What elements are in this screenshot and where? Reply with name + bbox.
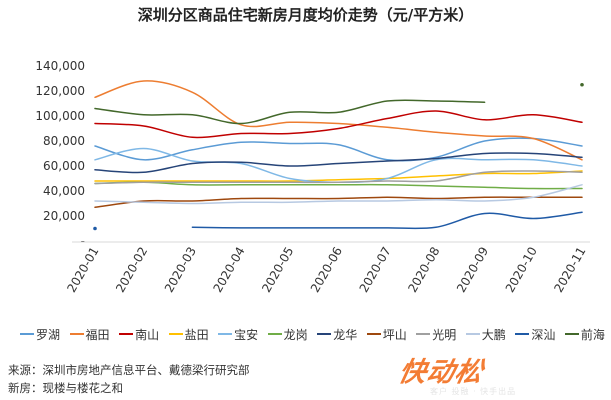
series-line-深汕	[191, 211, 583, 230]
legend-item: 大鹏	[465, 326, 506, 343]
x-tick-label: 2020-08	[405, 245, 442, 295]
legend-swatch	[366, 333, 381, 335]
legend-label: 大鹏	[481, 327, 506, 342]
legend-swatch	[416, 333, 431, 335]
legend-label: 南山	[135, 327, 160, 342]
source-note: 来源：深圳市房地产信息平台、戴德梁行研究部	[8, 363, 250, 377]
x-tick-label: 2020-11	[551, 245, 588, 295]
x-tick-label: 2020-02	[113, 245, 150, 295]
x-tick-label: 2020-10	[503, 245, 540, 295]
series-line-光明	[94, 170, 583, 185]
series-line-南山	[94, 110, 583, 139]
y-tick-label: 80,000	[43, 134, 85, 148]
legend-label: 福田	[85, 327, 110, 342]
series-line-龙岗	[94, 181, 583, 190]
series-line-大鹏	[94, 184, 583, 205]
legend-item: 宝安	[218, 326, 258, 343]
x-tick-label: 2020-01	[64, 245, 101, 295]
legend-item: 龙华	[317, 326, 357, 343]
x-tick-label: 2020-06	[308, 245, 345, 295]
y-tick-label: 140,000	[35, 59, 85, 73]
legend-item: 前海	[564, 326, 605, 343]
y-tick-label: 40,000	[43, 184, 85, 198]
series-line-龙华	[94, 152, 583, 174]
legend-swatch	[267, 333, 282, 335]
legend-label: 盐田	[184, 327, 209, 342]
legend-label: 坪山	[382, 327, 407, 342]
legend-swatch	[69, 333, 84, 335]
x-tick-label: 2020-05	[259, 245, 296, 295]
y-tick-label: 100,000	[35, 109, 85, 123]
legend-swatch	[218, 333, 233, 335]
legend-item: 盐田	[168, 326, 209, 343]
y-tick-label: -	[81, 234, 85, 248]
series-line-前海	[94, 99, 486, 125]
definition-note: 新房：现楼与楼花之和	[8, 381, 123, 395]
legend-swatch	[119, 333, 134, 335]
legend-label: 龙华	[333, 327, 358, 342]
series-line-坪山	[94, 196, 583, 209]
legend-swatch	[168, 333, 183, 335]
legend-label: 宝安	[234, 327, 259, 342]
legend-label: 前海	[580, 327, 605, 342]
legend-item: 南山	[119, 326, 159, 343]
y-tick-label: 60,000	[43, 159, 85, 173]
legend-item: 光明	[416, 326, 456, 343]
legend-swatch	[20, 333, 34, 335]
legend-swatch	[465, 333, 480, 335]
chart-legend: 罗湖 福田 南山 盐田 宝安 龙岗 龙华 坪山 光明 大鹏 深汕 前海	[20, 325, 605, 343]
legend-item: 坪山	[366, 326, 407, 343]
y-tick-label: 120,000	[35, 84, 85, 98]
watermark-subtext: 客户 投融 · 快手出品	[430, 387, 517, 396]
x-tick-label: 2020-04	[211, 245, 248, 295]
legend-item: 龙岗	[267, 326, 308, 343]
series-point-前海	[580, 82, 584, 87]
x-tick-label: 2020-03	[162, 245, 199, 295]
legend-item: 福田	[69, 326, 110, 343]
legend-item: 罗湖	[20, 326, 60, 343]
legend-label: 深汕	[531, 327, 556, 342]
chart-title: 深圳分区商品住宅新房月度均价走势（元/平方米）	[137, 6, 474, 24]
x-tick-label: 2020-07	[357, 245, 394, 295]
watermark-logo: 快动松	[395, 357, 487, 388]
y-tick-label: 20,000	[43, 209, 85, 223]
legend-swatch	[317, 333, 332, 335]
legend-label: 龙岗	[283, 327, 308, 342]
x-tick-label: 2020-09	[454, 244, 491, 294]
series-point-深汕	[93, 226, 97, 231]
legend-label: 光明	[432, 327, 457, 342]
legend-label: 罗湖	[36, 327, 61, 342]
series-line-盐田	[94, 170, 583, 182]
series-line-罗湖	[94, 137, 583, 162]
legend-swatch	[564, 333, 579, 335]
legend-item: 深汕	[515, 326, 555, 343]
series-line-福田	[94, 80, 583, 161]
legend-swatch	[515, 333, 530, 335]
